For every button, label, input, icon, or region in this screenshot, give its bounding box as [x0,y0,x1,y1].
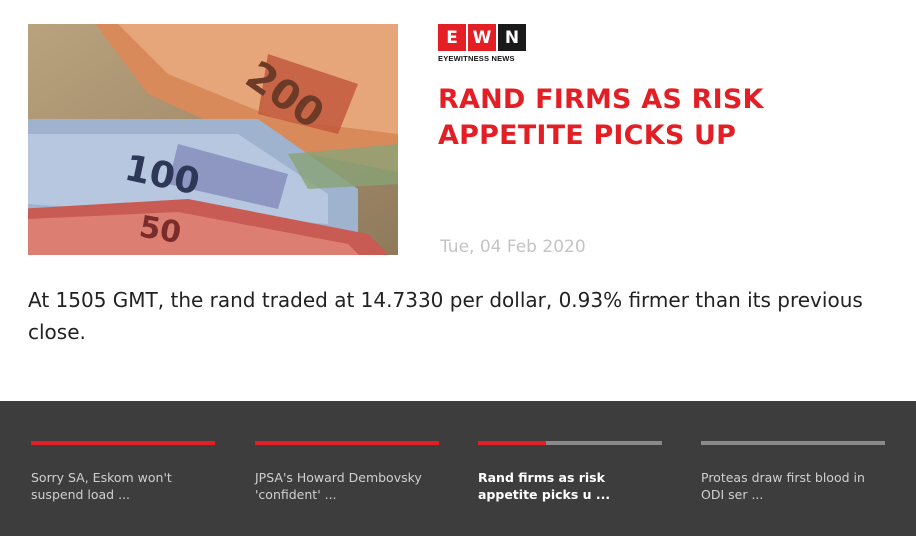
story-progress-fill [478,441,547,445]
story-title: Rand firms as risk appetite picks u ... [478,470,611,502]
ewn-logo[interactable]: E W N EYEWITNESS NEWS [438,24,528,66]
article-panel: 200 100 50 E W N EYEWITNESS NEWS RAND FI… [28,24,863,344]
banknotes-image: 200 100 50 [28,24,398,255]
story-progress-track [701,441,885,445]
logo-letter-w: W [468,24,496,51]
story-item[interactable]: Rand firms as risk appetite picks u ... [478,441,662,503]
article-image[interactable]: 200 100 50 [28,24,398,255]
logo-tagline: EYEWITNESS NEWS [438,54,515,63]
ewn-logo-mark: E W N [438,24,528,51]
article-headline: RAND FIRMS AS RISK APPETITE PICKS UP [438,84,764,151]
story-progress-track [31,441,215,445]
article-summary: At 1505 GMT, the rand traded at 14.7330 … [28,288,863,344]
story-title: JPSA's Howard Dembovsky 'confident' ... [255,470,422,502]
logo-letter-n: N [498,24,526,51]
story-item[interactable]: Proteas draw first blood in ODI ser ... [701,441,885,503]
banknote-50-label: 50 [137,209,184,251]
story-item[interactable]: Sorry SA, Eskom won't suspend load ... [31,441,215,503]
story-item[interactable]: JPSA's Howard Dembovsky 'confident' ... [255,441,439,503]
article-date: Tue, 04 Feb 2020 [440,237,586,257]
story-progress-fill [31,441,215,445]
story-progress-bar: Sorry SA, Eskom won't suspend load ... J… [0,401,916,536]
story-title: Sorry SA, Eskom won't suspend load ... [31,470,172,502]
story-progress-track [255,441,439,445]
logo-letter-e: E [438,24,466,51]
story-progress-fill [255,441,439,445]
story-title: Proteas draw first blood in ODI ser ... [701,470,865,502]
story-progress-track [478,441,662,445]
